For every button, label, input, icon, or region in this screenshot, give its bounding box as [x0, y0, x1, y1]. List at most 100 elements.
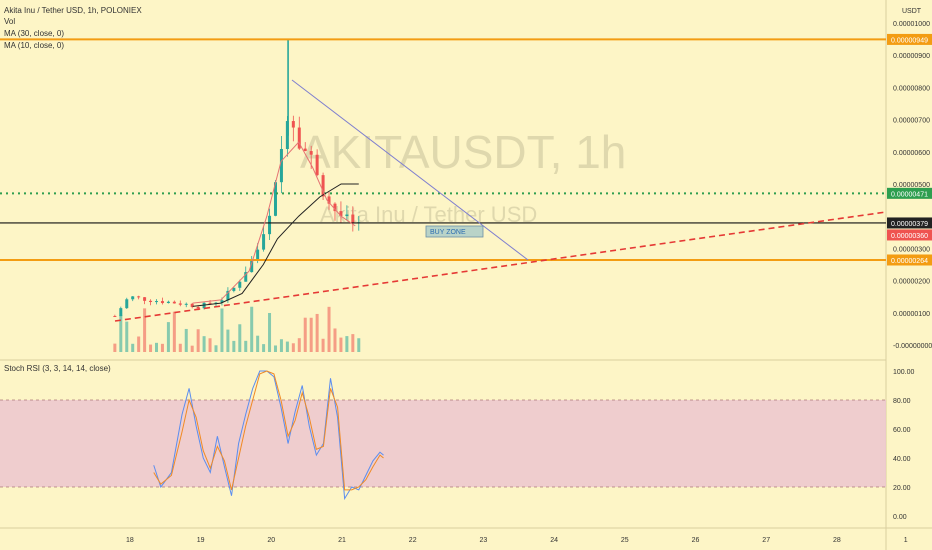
candle-body	[131, 296, 135, 300]
stoch-rsi-d-line	[153, 370, 384, 491]
stoch-rsi-tick-label: 80.00	[893, 398, 911, 405]
candle-body	[250, 259, 254, 273]
volume-bar	[220, 308, 224, 352]
volume-bar	[238, 324, 242, 352]
volume-bar	[327, 306, 331, 352]
volume-bar	[321, 338, 325, 352]
candle-body	[315, 154, 319, 176]
candle-body	[196, 306, 200, 309]
volume-bar	[297, 338, 301, 352]
vol-label[interactable]: Vol	[4, 17, 15, 26]
price-tick-label: -0.00000000	[893, 343, 932, 350]
volume-bar	[232, 340, 236, 352]
volume-bar	[357, 338, 361, 352]
candle-body	[297, 127, 301, 149]
volume-bar	[113, 343, 117, 352]
price-tick-label: 0.00000300	[893, 246, 930, 253]
candle-body	[309, 151, 313, 155]
price-tag-box	[887, 229, 932, 241]
volume-bar	[149, 344, 153, 352]
candle-body	[345, 214, 349, 217]
buy-zone-box[interactable]	[425, 225, 484, 238]
watermark-ticker: AKITAUSDT, 1h	[300, 126, 626, 178]
candle-body	[143, 297, 147, 301]
volume-bar	[143, 308, 147, 352]
volume-bar	[303, 317, 307, 352]
volume-bar	[131, 343, 135, 352]
ma30-label[interactable]: MA (30, close, 0)	[4, 29, 64, 38]
volume-bar	[333, 328, 337, 352]
time-tick-label: 18	[126, 537, 134, 544]
volume-bar	[262, 344, 266, 352]
candle-body	[279, 148, 283, 183]
stoch-rsi-tick-label: 40.00	[893, 456, 911, 463]
candle-body	[172, 301, 176, 304]
price-tick-label: 0.00000200	[893, 279, 930, 286]
descending-trendline	[291, 79, 529, 261]
candle-body	[220, 300, 224, 303]
volume-bar	[291, 343, 295, 352]
volume-bar	[315, 313, 319, 352]
candle-body	[291, 121, 295, 128]
ma30-line	[192, 183, 359, 307]
time-tick-label: 20	[267, 537, 275, 544]
symbol-title[interactable]: Akita Inu / Tether USD, 1h, POLONIEX	[4, 6, 142, 15]
time-tick-label: 26	[692, 537, 700, 544]
price-tick-label: 0.00001000	[893, 21, 930, 28]
candle-body	[226, 290, 230, 301]
volume-bar	[178, 343, 182, 352]
volume-bar	[279, 339, 283, 352]
currency-label[interactable]: USDT	[902, 8, 922, 15]
price-tick-label: 0.00000800	[893, 85, 930, 92]
stoch-rsi-tick-label: 20.00	[893, 485, 911, 492]
volume-bar	[196, 329, 200, 352]
volume-bar	[339, 337, 343, 352]
candle-body	[160, 301, 164, 304]
price-tag-box	[887, 254, 932, 266]
price-tag-label: 0.00000360	[891, 233, 928, 240]
volume-bar	[244, 340, 248, 352]
volume-bar	[190, 345, 194, 352]
volume-bar	[160, 343, 164, 352]
candle-body	[137, 296, 141, 298]
price-tag-label: 0.00000949	[891, 37, 928, 44]
time-tick-label: 1	[904, 537, 908, 544]
candle-body	[190, 303, 194, 307]
volume-bar	[273, 345, 277, 352]
volume-bar	[309, 317, 313, 352]
candle-body	[125, 299, 129, 309]
ma10-label[interactable]: MA (10, close, 0)	[4, 41, 64, 50]
price-tick-label: 0.00000100	[893, 311, 930, 318]
candle-body	[232, 287, 236, 291]
candle-body	[262, 234, 266, 250]
volume-bar	[256, 335, 260, 352]
stoch-rsi-label[interactable]: Stoch RSI (3, 3, 14, 14, close)	[4, 364, 111, 373]
price-tick-label: 0.00000500	[893, 182, 930, 189]
candle-body	[149, 300, 153, 303]
buy-zone-label: BUY ZONE	[430, 229, 466, 236]
candle-body	[166, 301, 170, 304]
volume-bar	[285, 341, 289, 352]
candle-body	[178, 303, 182, 305]
time-tick-label: 28	[833, 537, 841, 544]
stoch-rsi-tick-label: 0.00	[893, 514, 907, 521]
time-tick-label: 23	[480, 537, 488, 544]
time-tick-label: 24	[550, 537, 558, 544]
price-tag-box	[887, 217, 932, 229]
candle-body	[238, 281, 242, 288]
price-tag-box	[887, 33, 932, 45]
candle-body	[214, 302, 218, 304]
volume-bar	[202, 336, 206, 352]
volume-bar	[172, 311, 176, 352]
candle-body	[256, 249, 260, 260]
candle-body	[244, 272, 248, 282]
volume-bar	[166, 322, 170, 352]
volume-bar	[250, 306, 254, 352]
candle-body	[119, 308, 123, 317]
volume-bar	[214, 345, 218, 352]
candle-body	[321, 175, 325, 197]
candle-body	[184, 303, 188, 305]
stoch-rsi-tick-label: 100.00	[893, 369, 915, 376]
volume-bar	[268, 312, 272, 352]
